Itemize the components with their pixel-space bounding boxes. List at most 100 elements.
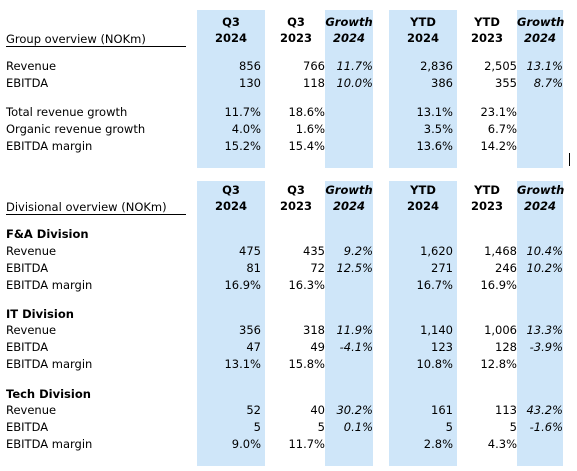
table-cell: 13.1% [224, 357, 261, 371]
table-cell: 12.8% [480, 357, 517, 371]
table-cell: -1.6% [529, 420, 563, 434]
group-margin-label: EBITDA margin [6, 139, 93, 153]
table-cell: 123 [431, 340, 453, 354]
table-cell: 118 [303, 76, 325, 90]
table-cell: 0.1% [343, 420, 373, 434]
table-cell: 10.0% [336, 76, 373, 90]
col-header-growth-ytd: Growth 2024 [517, 183, 565, 213]
group-ebitda-label: EBITDA [6, 76, 49, 90]
table-cell: 81 [246, 261, 261, 275]
tech-margin-label: EBITDA margin [6, 437, 93, 451]
table-cell: 9.2% [343, 244, 373, 258]
edge-tick [569, 153, 570, 166]
table-cell: 318 [303, 323, 325, 337]
it-division-title: IT Division [6, 307, 74, 321]
col-header-q3-2023: Q3 2023 [279, 15, 312, 45]
tech-ebitda-label: EBITDA [6, 420, 49, 434]
col-header-ytd-2023: YTD 2023 [470, 183, 503, 213]
table-cell: 43.2% [526, 403, 563, 417]
band-growth-q3-div [325, 181, 373, 466]
table-cell: 52 [246, 403, 261, 417]
table-cell: 13.3% [526, 323, 563, 337]
col-header-ytd-2023: YTD 2023 [470, 15, 503, 45]
table-cell: 1.6% [295, 122, 325, 136]
table-cell: 11.7% [288, 437, 325, 451]
group-title-underline [6, 46, 186, 47]
table-cell: 10.8% [416, 357, 453, 371]
table-cell: 3.5% [423, 122, 453, 136]
table-cell: 11.7% [224, 105, 261, 119]
col-header-ytd-2024: YTD 2024 [406, 15, 439, 45]
divisional-title-underline [6, 214, 186, 215]
table-cell: 271 [431, 261, 453, 275]
table-cell: 113 [495, 403, 517, 417]
table-cell: 355 [495, 76, 517, 90]
col-header-growth-q3: Growth 2024 [325, 15, 373, 45]
table-cell: 13.1% [526, 59, 563, 73]
table-cell: 2,505 [484, 59, 517, 73]
col-header-q3-2024: Q3 2024 [214, 15, 247, 45]
table-cell: 1,468 [484, 244, 517, 258]
table-cell: 5 [253, 420, 261, 434]
table-cell: 475 [239, 244, 261, 258]
band-ytd-2024-div [389, 181, 457, 466]
it-revenue-label: Revenue [6, 323, 57, 337]
table-cell: 2,836 [420, 59, 453, 73]
table-cell: 18.6% [288, 105, 325, 119]
table-cell: 12.5% [336, 261, 373, 275]
table-cell: 8.7% [533, 76, 563, 90]
table-cell: 5 [509, 420, 517, 434]
band-growth-ytd-div [517, 181, 563, 466]
table-cell: 40 [310, 403, 325, 417]
band-q3-2024-div [197, 181, 265, 466]
table-cell: 14.2% [480, 139, 517, 153]
it-ebitda-label: EBITDA [6, 340, 49, 354]
divisional-title: Divisional overview (NOKm) [6, 200, 167, 214]
table-cell: 15.2% [224, 139, 261, 153]
fa-ebitda-label: EBITDA [6, 261, 49, 275]
table-cell: 1,140 [420, 323, 453, 337]
fa-margin-label: EBITDA margin [6, 278, 93, 292]
table-cell: 13.1% [416, 105, 453, 119]
col-header-growth-ytd: Growth 2024 [517, 15, 565, 45]
table-cell: 15.8% [288, 357, 325, 371]
table-cell: 10.4% [526, 244, 563, 258]
col-header-q3-2024: Q3 2024 [214, 183, 247, 213]
table-cell: 6.7% [487, 122, 517, 136]
table-cell: 435 [303, 244, 325, 258]
fa-revenue-label: Revenue [6, 244, 57, 258]
it-margin-label: EBITDA margin [6, 357, 93, 371]
table-cell: 1,006 [484, 323, 517, 337]
table-cell: 5 [445, 420, 453, 434]
table-cell: -4.1% [339, 340, 373, 354]
group-organic-growth-label: Organic revenue growth [6, 122, 146, 136]
tech-revenue-label: Revenue [6, 403, 57, 417]
band-growth-ytd [517, 10, 563, 168]
group-revenue-label: Revenue [6, 59, 57, 73]
table-cell: -3.9% [529, 340, 563, 354]
table-cell: 72 [310, 261, 325, 275]
table-cell: 161 [431, 403, 453, 417]
table-cell: 766 [303, 59, 325, 73]
table-cell: 356 [239, 323, 261, 337]
table-cell: 23.1% [480, 105, 517, 119]
col-header-q3-2023: Q3 2023 [279, 183, 312, 213]
table-cell: 128 [495, 340, 517, 354]
table-cell: 16.9% [480, 278, 517, 292]
table-cell: 4.3% [487, 437, 517, 451]
table-cell: 49 [310, 340, 325, 354]
band-q3-2024 [197, 10, 265, 168]
col-header-ytd-2024: YTD 2024 [406, 183, 439, 213]
table-cell: 2.8% [423, 437, 453, 451]
table-cell: 246 [495, 261, 517, 275]
table-cell: 5 [317, 420, 325, 434]
table-cell: 16.3% [288, 278, 325, 292]
table-cell: 13.6% [416, 139, 453, 153]
table-cell: 30.2% [336, 403, 373, 417]
table-cell: 9.0% [231, 437, 261, 451]
table-cell: 11.7% [336, 59, 373, 73]
table-cell: 386 [431, 76, 453, 90]
table-cell: 10.2% [526, 261, 563, 275]
table-cell: 16.9% [224, 278, 261, 292]
table-cell: 47 [246, 340, 261, 354]
